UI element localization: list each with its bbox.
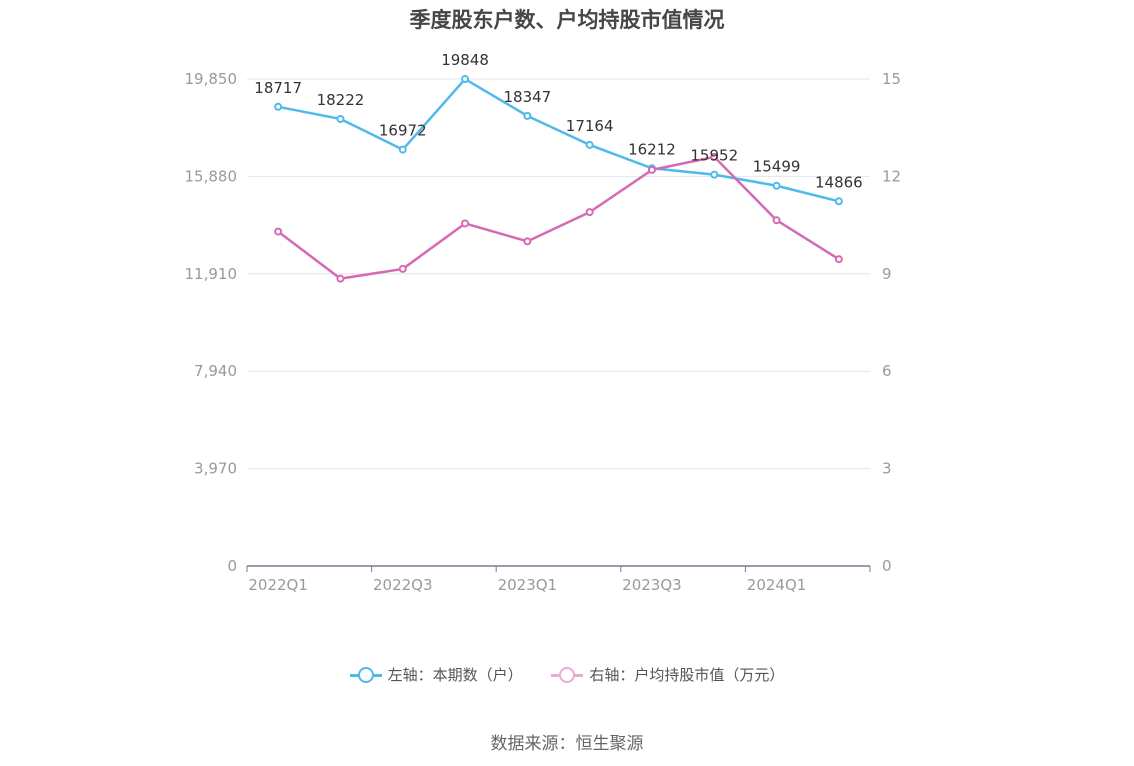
- data-point-right: [710, 152, 719, 161]
- y-left-tick-label: 3,970: [194, 460, 237, 478]
- data-point-left: [710, 170, 719, 179]
- y-right-tick-label: 6: [882, 362, 892, 380]
- data-point-left: [772, 181, 781, 190]
- data-label-left: 18717: [254, 79, 302, 97]
- data-label-left: 17164: [566, 117, 614, 135]
- data-point-left: [834, 197, 843, 206]
- legend-swatch-left-icon: [349, 666, 382, 683]
- data-label-left: 18347: [503, 88, 551, 106]
- data-label-left: 19848: [441, 51, 489, 69]
- data-point-right: [336, 274, 345, 283]
- data-point-right: [772, 216, 781, 225]
- x-tick-label: 2023Q1: [498, 576, 558, 594]
- data-label-left: 15952: [690, 147, 738, 165]
- x-tick-label: 2023Q3: [622, 576, 682, 594]
- data-point-left: [274, 102, 283, 111]
- chart-title: 季度股东户数、户均持股市值情况: [409, 8, 725, 32]
- data-point-right: [585, 208, 594, 217]
- y-right-tick-label: 3: [882, 460, 892, 478]
- series-line-left: [277, 77, 840, 203]
- data-point-right: [461, 219, 470, 228]
- data-point-right: [647, 165, 656, 174]
- y-right-tick-label: 9: [882, 265, 892, 283]
- y-left-tick-label: 19,850: [185, 70, 238, 88]
- data-point-right: [274, 227, 283, 236]
- legend-label-left: 左轴：本期数（户）: [387, 666, 523, 684]
- data-point-left: [523, 111, 532, 120]
- y-right-tick-label: 15: [882, 70, 901, 88]
- data-point-left: [461, 75, 470, 84]
- data-point-right: [398, 264, 407, 273]
- legend-label-right: 右轴：户均持股市值（万元）: [589, 666, 785, 684]
- data-label-left: 14866: [815, 173, 863, 191]
- data-label-left: 18222: [317, 91, 365, 109]
- series-line-right: [277, 155, 840, 280]
- data-point-right: [523, 237, 532, 246]
- data-label-left: 15499: [753, 158, 801, 176]
- x-tick-label: 2022Q1: [248, 576, 308, 594]
- data-label-left: 16972: [379, 122, 427, 140]
- x-tick-label: 2024Q1: [747, 576, 807, 594]
- y-left-tick-label: 15,880: [185, 167, 238, 185]
- y-right-tick-label: 12: [882, 167, 901, 185]
- x-tick-label: 2022Q3: [373, 576, 433, 594]
- data-point-left: [336, 114, 345, 123]
- legend-item-left[interactable]: 左轴：本期数（户）: [349, 664, 523, 685]
- legend-swatch-right-icon: [551, 666, 584, 683]
- legend-item-right[interactable]: 右轴：户均持股市值（万元）: [551, 664, 784, 685]
- y-left-tick-label: 11,910: [185, 265, 238, 283]
- y-left-tick-label: 7,940: [194, 362, 237, 380]
- data-point-left: [398, 145, 407, 154]
- y-right-tick-label: 0: [882, 557, 892, 575]
- data-label-left: 16212: [628, 140, 676, 158]
- source-note: 数据来源：恒生聚源: [490, 734, 644, 754]
- y-left-tick-label: 0: [227, 557, 237, 575]
- data-point-right: [834, 255, 843, 264]
- legend: 左轴：本期数（户） 右轴：户均持股市值（万元）: [0, 664, 1134, 686]
- data-point-left: [585, 140, 594, 149]
